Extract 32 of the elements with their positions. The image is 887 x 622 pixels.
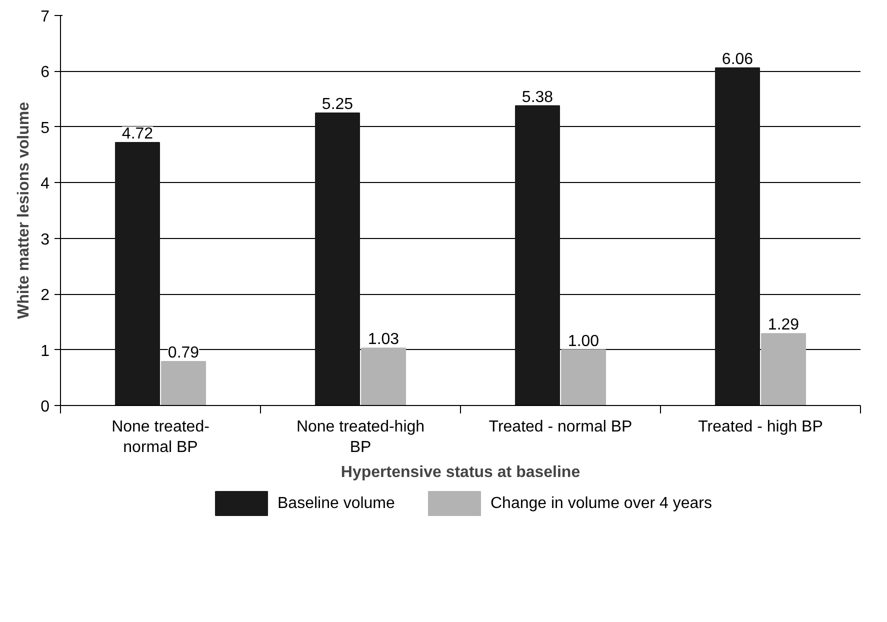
bar	[115, 142, 160, 406]
data-label: 4.72	[122, 126, 154, 143]
y-tick-label: 3	[40, 231, 50, 248]
y-tick-label: 0	[40, 398, 50, 416]
data-label: 6.06	[722, 50, 754, 68]
x-tick-label: None treated- normal BP	[112, 418, 210, 456]
data-label: 0.79	[168, 344, 200, 362]
bar	[361, 348, 406, 406]
data-label: 1.03	[368, 331, 400, 348]
x-axis-title: Hypertensive status at baseline	[340, 464, 580, 481]
bar	[315, 112, 360, 406]
x-tick-label: Treated - high BP	[698, 418, 823, 436]
data-label: 1.29	[768, 316, 800, 334]
y-tick-label: 1	[40, 342, 50, 360]
y-tick-label: 6	[40, 64, 50, 82]
y-tick-label: 7	[40, 8, 50, 26]
data-label: 5.38	[522, 88, 554, 106]
y-tick-label: 4	[40, 176, 50, 193]
legend-label: Change in volume over 4 years	[490, 495, 712, 512]
bar	[161, 360, 206, 406]
x-tick-label: Treated - normal BP	[488, 418, 632, 436]
x-tick-label: None treated-high BP	[296, 418, 425, 456]
bar	[761, 333, 806, 406]
bar	[715, 67, 760, 406]
data-label: 5.25	[322, 96, 354, 113]
bar	[561, 349, 606, 406]
y-axis-title: White matter lesions volume	[16, 102, 33, 319]
y-tick-label: 5	[40, 120, 50, 137]
legend-label: Baseline volume	[278, 495, 395, 512]
data-label: 1.00	[568, 332, 600, 350]
bar	[515, 105, 560, 406]
y-tick-label: 2	[40, 287, 50, 304]
